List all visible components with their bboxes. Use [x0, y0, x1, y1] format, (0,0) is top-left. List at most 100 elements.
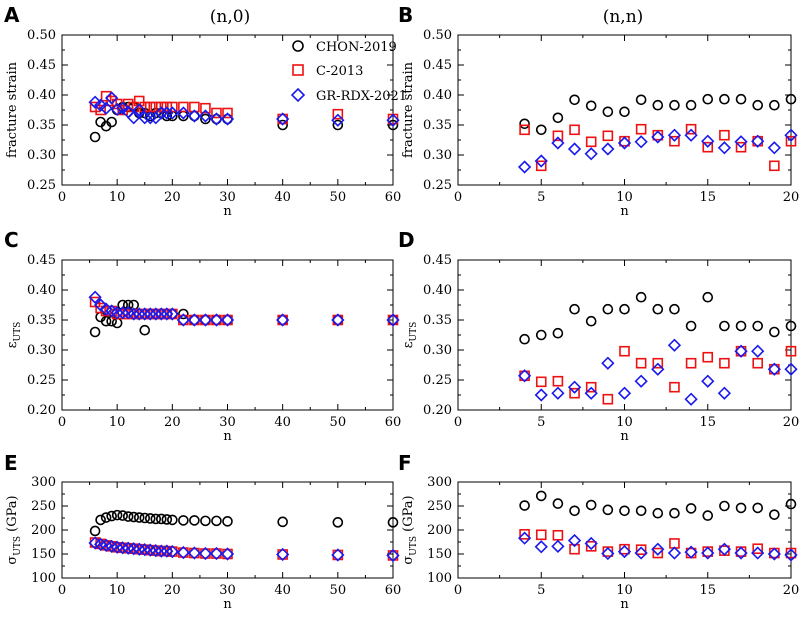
x-tick-label-a: 10 [109, 190, 126, 205]
data-point-gr-rdx-2021 [93, 98, 108, 112]
column-title-left: (n,0) [210, 7, 250, 27]
x-axis-label-e: n [223, 597, 232, 612]
data-point-gr-rdx-2021 [534, 540, 548, 554]
data-point-chon-2019 [752, 99, 764, 111]
data-point-chon-2019 [122, 511, 134, 522]
data-point-chon-2019 [139, 512, 151, 524]
x-axis-label-c: n [223, 429, 232, 444]
data-point-c-2013 [719, 129, 730, 141]
y-tick-label-f: 300 [427, 475, 452, 490]
data-point-chon-2019 [619, 303, 630, 315]
data-point-chon-2019 [752, 502, 764, 514]
y-tick-label-b: 0.50 [423, 28, 452, 43]
data-point-gr-rdx-2021 [701, 374, 715, 388]
y-tick-label-e: 250 [31, 499, 56, 514]
x-tick-label-c: 50 [330, 415, 347, 430]
data-point-chon-2019 [569, 94, 580, 106]
data-point-gr-rdx-2021 [88, 290, 102, 304]
y-tick-label-d: 0.30 [423, 343, 452, 358]
data-point-gr-rdx-2021 [154, 544, 168, 558]
data-point-gr-rdx-2021 [138, 543, 152, 557]
y-tick-label-b: 0.35 [423, 118, 452, 133]
data-point-gr-rdx-2021 [534, 154, 548, 168]
data-point-c-2013 [685, 123, 697, 135]
data-point-chon-2019 [89, 131, 101, 143]
data-point-gr-rdx-2021 [154, 106, 168, 120]
data-point-c-2013 [619, 543, 630, 555]
data-point-gr-rdx-2021 [717, 141, 732, 155]
y-tick-label-b: 0.25 [423, 178, 452, 193]
y-axis-label-subscript-c: UTS [13, 322, 23, 342]
x-tick-label-e: 50 [330, 583, 347, 598]
data-point-chon-2019 [332, 119, 344, 131]
x-tick-label-d: 5 [537, 415, 545, 430]
data-point-gr-rdx-2021 [331, 113, 345, 127]
series-c-2013-d [519, 345, 797, 405]
data-point-chon-2019 [702, 291, 714, 303]
data-point-chon-2019 [602, 303, 614, 315]
data-point-gr-rdx-2021 [634, 374, 648, 388]
data-point-gr-rdx-2021 [784, 362, 798, 376]
data-point-chon-2019 [178, 515, 189, 526]
x-tick-label-c: 20 [164, 415, 181, 430]
data-point-chon-2019 [161, 514, 173, 525]
y-tick-label-a: 0.25 [27, 178, 56, 193]
data-point-chon-2019 [519, 333, 530, 345]
data-point-gr-rdx-2021 [684, 392, 698, 406]
x-tick-label-c: 40 [274, 415, 291, 430]
x-tick-label-c: 0 [58, 415, 66, 430]
data-point-gr-rdx-2021 [534, 388, 548, 402]
legend-label-chon-2019: CHON-2019 [316, 40, 397, 55]
data-point-chon-2019 [602, 106, 614, 118]
data-point-gr-rdx-2021 [386, 548, 400, 563]
data-point-c-2013 [785, 345, 797, 357]
y-tick-label-f: 200 [427, 523, 452, 538]
data-point-gr-rdx-2021 [276, 112, 290, 126]
series-chon-2019-b [519, 93, 797, 136]
data-point-c-2013 [200, 102, 211, 114]
y-axis-label-c: εUTS [5, 322, 23, 349]
data-point-chon-2019 [735, 93, 747, 105]
legend-label-gr-rdx-2021: GR-RDX-2021 [316, 89, 407, 104]
y-axis-label-subscript-e: UTS [13, 536, 23, 556]
data-point-chon-2019 [156, 513, 167, 525]
data-point-c-2013 [769, 160, 780, 172]
data-point-c-2013 [569, 543, 580, 555]
data-point-chon-2019 [387, 517, 399, 528]
x-tick-label-a: 50 [330, 190, 347, 205]
x-tick-label-a: 20 [164, 190, 181, 205]
plot-frame-e [61, 481, 394, 579]
data-point-gr-rdx-2021 [143, 111, 157, 125]
data-point-c-2013 [569, 387, 580, 399]
data-point-gr-rdx-2021 [165, 106, 179, 120]
x-tick-label-b: 5 [537, 190, 545, 205]
panel-e: 0 10 20 30 40 50 60 100 150 200 250 300 n σUTS (GPa) [5, 475, 401, 612]
series-chon-2019-d [519, 291, 797, 345]
data-point-chon-2019 [652, 99, 664, 111]
data-point-chon-2019 [387, 119, 399, 131]
data-point-c-2013 [602, 130, 614, 142]
data-point-c-2013 [635, 544, 647, 555]
data-point-chon-2019 [619, 106, 630, 118]
data-point-gr-rdx-2021 [127, 307, 141, 321]
y-axis-label-d: εUTS [401, 322, 419, 349]
panel-a: 0 10 20 30 40 50 60 0.25 0.30 0.35 0.40 0.45 0.50 n fr… [5, 28, 401, 219]
plot-frame-c [61, 259, 394, 411]
data-point-chon-2019 [719, 93, 730, 105]
data-point-chon-2019 [211, 515, 222, 527]
data-point-gr-rdx-2021 [143, 543, 157, 557]
data-point-gr-rdx-2021 [386, 313, 400, 327]
data-point-c-2013 [519, 529, 530, 540]
data-point-gr-rdx-2021 [601, 546, 615, 561]
y-axis-label-main-d: ε [401, 341, 416, 348]
data-point-gr-rdx-2021 [138, 111, 152, 125]
data-point-chon-2019 [635, 505, 647, 517]
plot-frame-f [457, 481, 792, 579]
data-point-c-2013 [635, 123, 647, 135]
x-tick-label-d: 20 [783, 415, 800, 430]
legend-marker-c-2013 [292, 64, 304, 76]
data-point-c-2013 [752, 543, 764, 555]
data-point-chon-2019 [669, 99, 680, 111]
data-point-c-2013 [785, 135, 797, 147]
x-tick-label-b: 15 [699, 190, 716, 205]
